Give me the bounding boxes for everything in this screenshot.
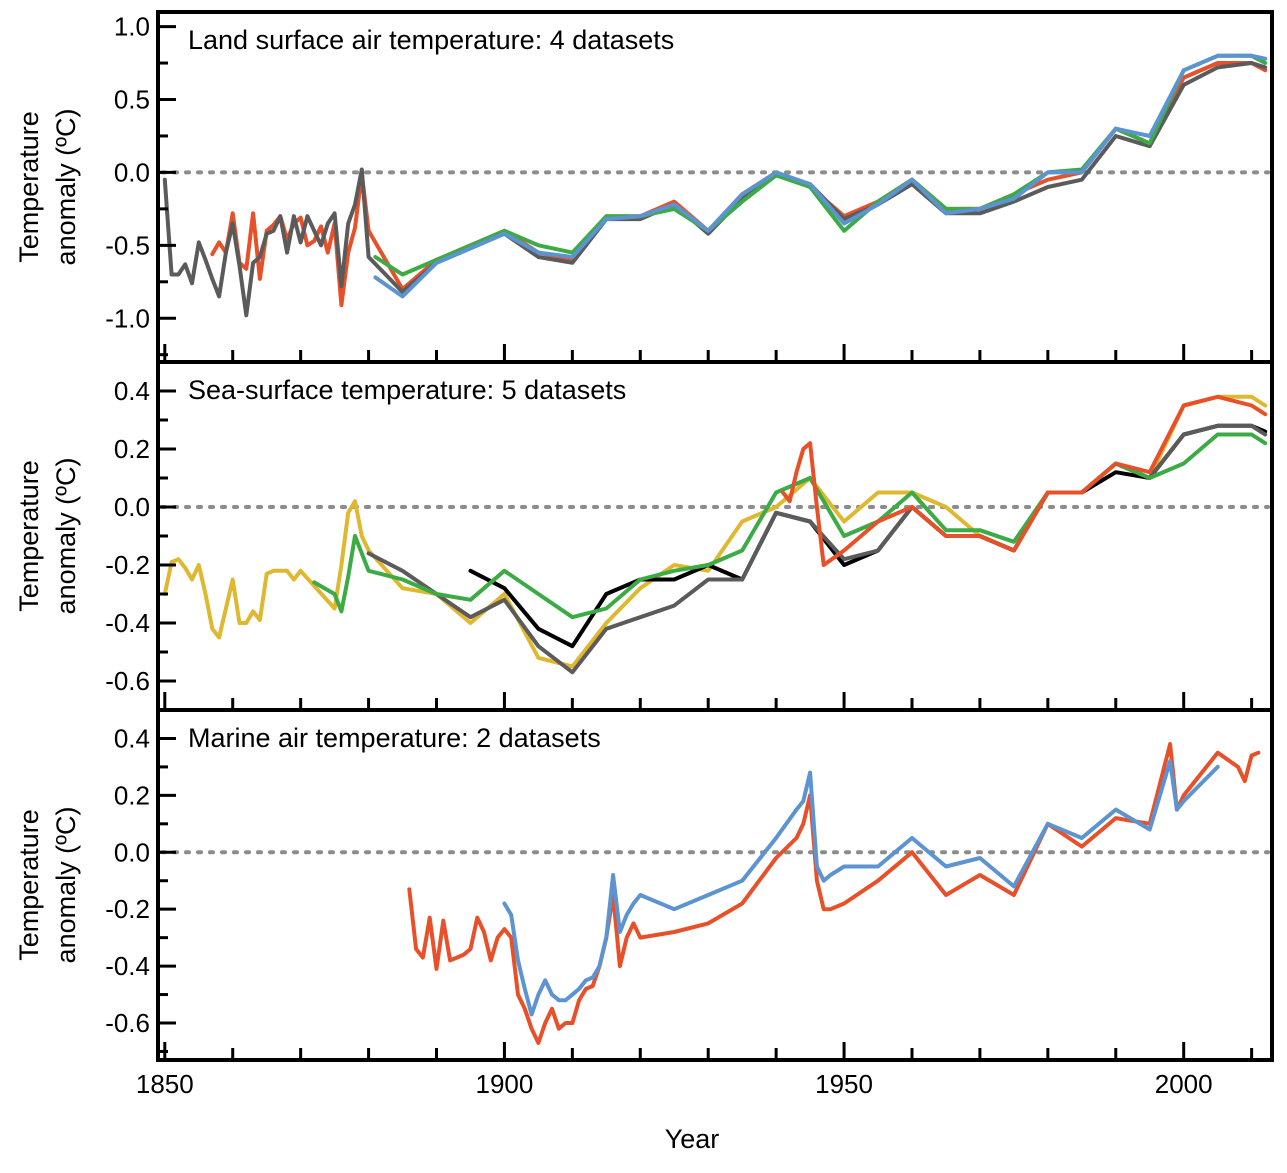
panel-1: 1.0 0.5 0.0 -0.5 -1.0 Land surface air temper… [14, 10, 1274, 364]
y-tick-label: -1.0 [105, 303, 150, 333]
y-tick-label: -0.2 [105, 894, 150, 924]
y-tick-label: 0.2 [114, 434, 150, 464]
y-tick-label: 0.5 [114, 85, 150, 115]
y-tick-label: -0.4 [105, 951, 150, 981]
panel-frame [156, 708, 1274, 1062]
panels: 1.0 0.5 0.0 -0.5 -1.0 Land surface air temper… [14, 10, 1274, 1099]
y-tick-label: -0.2 [105, 550, 150, 580]
y-tick-label: -0.4 [105, 608, 150, 638]
y-tick-label: -0.6 [105, 1008, 150, 1038]
y-tick-label: 0.0 [114, 837, 150, 867]
series-line-red [210, 61, 1268, 308]
series-line-red [780, 394, 1268, 567]
y-tick-label: 0.4 [114, 376, 150, 406]
y-tick-label: 0.0 [114, 492, 150, 522]
panel-frame [156, 10, 1274, 364]
series-line-dark-gray [366, 423, 1268, 675]
panel-frame [156, 360, 1274, 712]
series-line-yellow [162, 394, 1268, 669]
y-axis-label: anomaly (ºC) [51, 109, 81, 266]
panel-3: 0.4 0.2 0.0 -0.2 -0.4 -0.6 Marine air temperat… [14, 708, 1274, 1062]
y-axis-label: Temperature [14, 111, 44, 263]
y-tick-label: -0.5 [105, 230, 150, 260]
panel-title: Sea-surface temperature: 5 datasets [188, 375, 626, 405]
plot-area [162, 394, 1268, 675]
series-line-red [407, 742, 1261, 1045]
x-tick-label: 1850 [136, 1069, 194, 1099]
series-line-green [373, 53, 1268, 277]
panel-title: Marine air temperature: 2 datasets [188, 723, 601, 753]
panel-2: 0.4 0.2 0.0 -0.2 -0.4 -0.6 Sea-surface tempera… [14, 360, 1274, 712]
plot-area [162, 53, 1268, 318]
y-tick-label: 0.2 [114, 780, 150, 810]
x-tick-label: 1950 [815, 1069, 873, 1099]
y-tick-label: 1.0 [114, 12, 150, 42]
series-line-green [312, 432, 1268, 620]
x-tick-label: 2000 [1155, 1069, 1213, 1099]
panel-title: Land surface air temperature: 4 datasets [188, 25, 674, 55]
x-tick-label: 1900 [476, 1069, 534, 1099]
series-line-dark-gray [162, 61, 1268, 318]
y-axis-label: anomaly (ºC) [51, 807, 81, 964]
y-tick-label: 0.4 [114, 723, 150, 753]
y-axis-label: Temperature [14, 460, 44, 612]
y-axis-label: Temperature [14, 809, 44, 961]
y-tick-label: -0.6 [105, 666, 150, 696]
series-line-blue [502, 759, 1220, 1017]
series-line-blue [373, 53, 1268, 299]
x-axis-label: Year [665, 1124, 720, 1154]
plot-area [407, 742, 1261, 1045]
y-tick-label: 0.0 [114, 157, 150, 187]
y-axis-label: anomaly (ºC) [51, 458, 81, 615]
